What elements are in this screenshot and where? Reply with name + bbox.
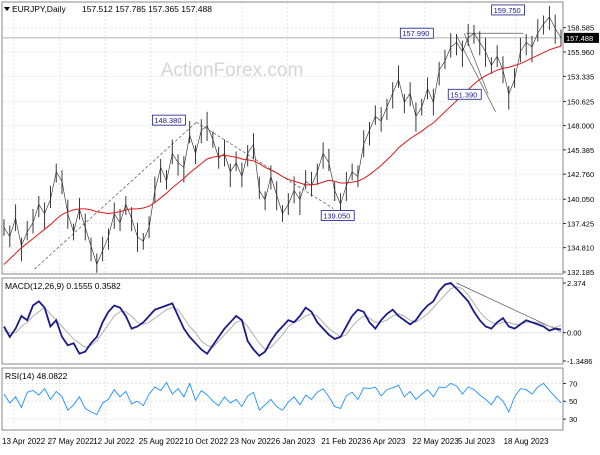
annotation-box	[151, 114, 186, 126]
annotation-label: 157.990	[402, 29, 429, 38]
annotation-label: 148.380	[154, 116, 181, 125]
annotation-box	[320, 210, 355, 221]
grid	[3, 3, 562, 429]
trend-line-down	[196, 121, 334, 209]
rsi-panel	[1, 367, 564, 431]
rsi-tick-label: 30	[569, 415, 577, 424]
y-tick-label: 140.050	[567, 195, 594, 204]
y-tick-label: 155.960	[567, 48, 594, 57]
y-tick-label: 158.585	[567, 24, 594, 33]
x-tick-label: 22 May 2023	[412, 437, 459, 446]
macd-signal-line	[3, 286, 562, 351]
annotation-box	[447, 88, 482, 100]
ohlc-readout: 157.512 157.785 157.365 157.488	[82, 4, 212, 14]
dropdown-triangle-icon[interactable]	[4, 7, 10, 11]
y-tick-label: 153.335	[567, 72, 594, 81]
price-close-line	[3, 16, 562, 266]
x-tick-label: 5 Jul 2023	[458, 437, 495, 446]
annotation-label: 159.750	[494, 6, 521, 15]
annotation-label: 139.050	[323, 211, 350, 220]
x-tick-label: 10 Oct 2022	[184, 437, 228, 446]
y-tick-label: 150.625	[567, 97, 594, 106]
rsi-tick-label: 70	[569, 379, 577, 388]
rsi-line	[3, 381, 562, 416]
current-price-box	[564, 32, 599, 43]
macd-title: MACD(12,26,9) 0.1555 0.3582	[5, 281, 121, 291]
current-price-label: 157.488	[566, 34, 593, 43]
price-panel	[1, 1, 564, 275]
y-tick-label: 148.000	[567, 122, 594, 131]
trend-lines	[34, 32, 562, 333]
x-tick-label: 13 Apr 2022	[2, 437, 46, 446]
x-tick-label: 23 Nov 2022	[230, 437, 276, 446]
y-tick-label: 134.810	[567, 244, 594, 253]
axes: 13 Apr 2022 27 May 2022 12 Jul 2022 25 Aug …	[2, 24, 599, 446]
macd-tick-label: 0.00	[567, 329, 582, 338]
rsi-tick-label: 50	[569, 397, 577, 406]
rsi-title: RSI(14) 48.0822	[5, 371, 68, 381]
x-tick-label: 25 Aug 2022	[139, 437, 184, 446]
macd-tick-label: 2.374	[567, 279, 586, 288]
symbol-label: EURJPY,Daily	[12, 4, 66, 14]
annotations: 148.380 139.050 157.990 151.390 159.750	[151, 4, 526, 221]
y-tick-label: 145.385	[567, 146, 594, 155]
annotation-box	[399, 27, 434, 39]
x-tick-label: 12 Jul 2022	[93, 437, 135, 446]
x-tick-label: 6 Jan 2023	[276, 437, 316, 446]
chart-header: EURJPY,Daily 157.512 157.785 157.365 157…	[4, 4, 212, 14]
x-tick-label: 27 May 2022	[48, 437, 95, 446]
y-tick-label: 137.425	[567, 220, 594, 229]
x-tick-label: 21 Feb 2023	[321, 437, 366, 446]
x-tick-label: 6 Apr 2023	[367, 437, 406, 446]
trend-line-up	[34, 121, 197, 270]
macd-panel	[1, 277, 564, 365]
y-tick-label: 142.760	[567, 170, 594, 179]
y-tick-label: 132.185	[567, 268, 594, 277]
channel-line	[456, 35, 496, 112]
macd-trend-line	[456, 282, 562, 333]
x-tick-label: 18 Aug 2023	[504, 437, 549, 446]
annotation-label: 151.390	[450, 90, 477, 99]
annotation-box	[491, 4, 526, 16]
macd-tick-label: -1.3486	[567, 357, 592, 366]
macd-line	[3, 281, 562, 357]
watermark: ActionForex.com	[161, 60, 304, 81]
